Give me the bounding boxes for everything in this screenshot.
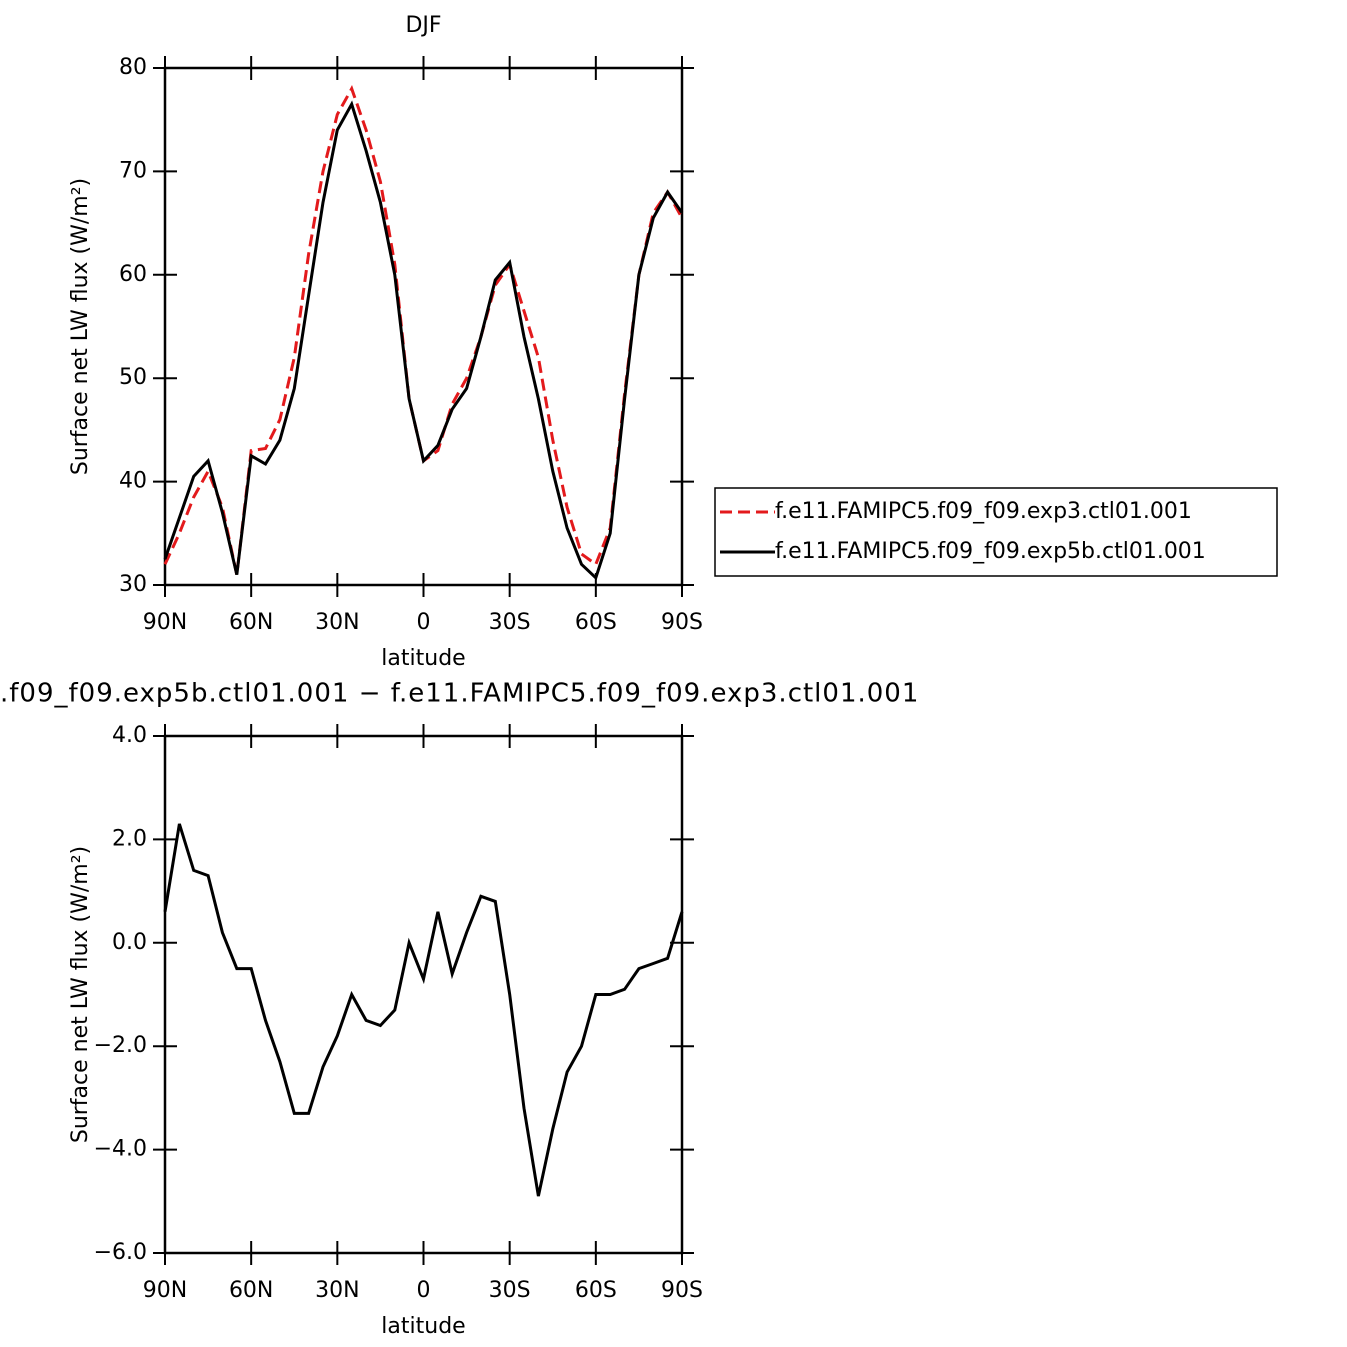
- y-tick-label: 4.0: [112, 723, 147, 748]
- y-tick-label: −2.0: [94, 1033, 147, 1058]
- plot-frame: [163, 66, 684, 587]
- x-tick-label: 60S: [575, 1278, 617, 1303]
- chart-title: .f09_f09.exp5b.ctl01.001 − f.e11.FAMIPC5…: [0, 679, 919, 709]
- y-axis-label: Surface net LW flux (W/m²): [68, 846, 93, 1143]
- x-tick-label: 30S: [489, 1278, 531, 1303]
- x-tick-label: 90S: [661, 610, 703, 635]
- y-tick-label: 50: [119, 365, 147, 390]
- y-tick-label: −4.0: [94, 1137, 147, 1162]
- y-tick-label: 60: [119, 262, 147, 287]
- x-tick-label: 60N: [229, 1278, 273, 1303]
- x-tick-label: 60N: [229, 610, 273, 635]
- y-tick-label: 80: [119, 55, 147, 80]
- y-axis-label: Surface net LW flux (W/m²): [68, 178, 93, 475]
- y-tick-label: 40: [119, 469, 147, 494]
- legend-label: f.e11.FAMIPC5.f09_f09.exp5b.ctl01.001: [775, 539, 1206, 564]
- y-tick-label: 70: [119, 158, 147, 183]
- x-tick-label: 60S: [575, 610, 617, 635]
- x-tick-label: 30N: [315, 1278, 359, 1303]
- x-tick-label: 90N: [143, 1278, 187, 1303]
- y-tick-label: 2.0: [112, 826, 147, 851]
- x-tick-label: 90N: [143, 610, 187, 635]
- x-tick-label: 30N: [315, 610, 359, 635]
- x-tick-label: 30S: [489, 610, 531, 635]
- chart-title: DJF: [405, 13, 441, 38]
- x-axis-label: latitude: [381, 1314, 465, 1339]
- x-tick-label: 0: [417, 610, 431, 635]
- y-tick-label: −6.0: [94, 1240, 147, 1265]
- x-axis-label: latitude: [381, 646, 465, 671]
- legend-label: f.e11.FAMIPC5.f09_f09.exp3.ctl01.001: [775, 499, 1192, 524]
- y-tick-label: 0.0: [112, 930, 147, 955]
- x-tick-label: 0: [417, 1278, 431, 1303]
- x-tick-label: 90S: [661, 1278, 703, 1303]
- data-line: [163, 823, 684, 1197]
- legend-box: [714, 487, 1278, 577]
- data-line: [163, 85, 684, 576]
- y-tick-label: 30: [119, 572, 147, 597]
- data-line: [163, 100, 684, 581]
- legend: f.e11.FAMIPC5.f09_f09.exp3.ctl01.001 f.e1…: [714, 487, 1278, 577]
